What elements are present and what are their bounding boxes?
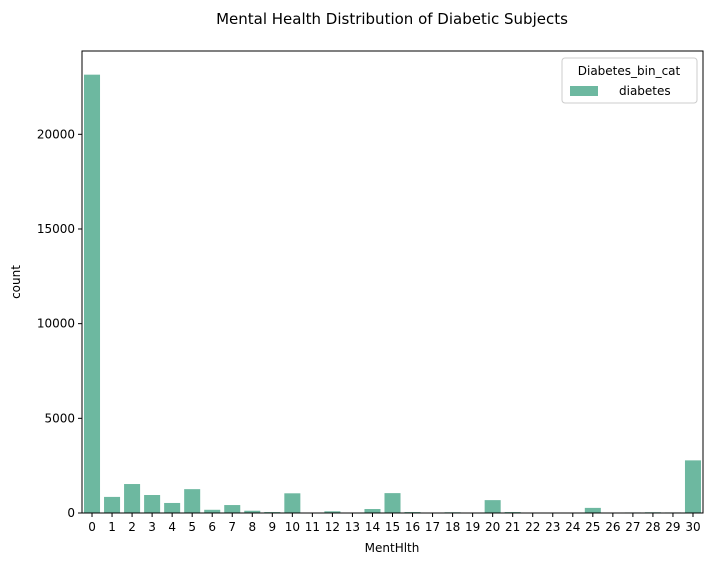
- chart-title: Mental Health Distribution of Diabetic S…: [216, 10, 568, 28]
- x-tick-label: 18: [445, 520, 460, 534]
- y-tick-label: 0: [67, 506, 75, 520]
- x-tick-label: 16: [405, 520, 420, 534]
- x-tick-label: 30: [685, 520, 700, 534]
- x-tick-label: 23: [545, 520, 560, 534]
- bar-1: [104, 496, 121, 513]
- legend-label-diabetes: diabetes: [619, 84, 671, 98]
- x-tick-label: 14: [365, 520, 380, 534]
- x-tick-label: 17: [425, 520, 440, 534]
- y-tick-label: 10000: [37, 317, 75, 331]
- y-axis-ticks: 0 5000 10000 15000 20000: [37, 127, 82, 520]
- bar-7: [224, 505, 241, 513]
- bar-14: [364, 509, 381, 513]
- bars-group: [84, 74, 701, 513]
- y-tick-label: 15000: [37, 222, 75, 236]
- bar-6: [204, 509, 221, 513]
- x-tick-label: 20: [485, 520, 500, 534]
- x-tick-label: 7: [228, 520, 236, 534]
- x-tick-label: 0: [88, 520, 96, 534]
- x-tick-label: 1: [108, 520, 116, 534]
- x-tick-label: 21: [505, 520, 520, 534]
- bar-0: [84, 74, 101, 513]
- x-tick-label: 3: [148, 520, 156, 534]
- bar-20: [484, 500, 501, 513]
- x-tick-label: 6: [208, 520, 216, 534]
- x-tick-label: 28: [645, 520, 660, 534]
- bar-8: [244, 510, 261, 513]
- x-tick-label: 29: [665, 520, 680, 534]
- bar-2: [124, 484, 141, 513]
- x-tick-label: 13: [345, 520, 360, 534]
- x-tick-label: 9: [268, 520, 276, 534]
- x-tick-label: 26: [605, 520, 620, 534]
- bar-10: [284, 493, 301, 513]
- y-axis-label: count: [9, 265, 23, 299]
- x-tick-label: 11: [305, 520, 320, 534]
- legend-swatch-diabetes: [570, 86, 598, 96]
- bar-5: [184, 489, 201, 513]
- bar-25: [584, 507, 601, 513]
- bar-3: [144, 495, 161, 513]
- x-axis-ticks: 0 1 2 3 4 5 6 7 8 9 10 11 12 13 14 15 16 17 18 19 20 21 22 23 24…: [88, 513, 701, 534]
- legend: Diabetes_bin_cat diabetes: [561, 57, 698, 104]
- x-tick-label: 10: [285, 520, 300, 534]
- x-tick-label: 27: [625, 520, 640, 534]
- legend-title: Diabetes_bin_cat: [578, 64, 681, 78]
- x-tick-label: 5: [188, 520, 196, 534]
- bar-30: [684, 460, 701, 513]
- x-tick-label: 2: [128, 520, 136, 534]
- x-tick-label: 8: [248, 520, 256, 534]
- x-axis-label: MentHlth: [365, 541, 420, 555]
- bar-4: [164, 502, 181, 513]
- x-tick-label: 15: [385, 520, 400, 534]
- bar-15: [384, 493, 401, 513]
- plot-frame: [81, 50, 704, 514]
- x-tick-label: 19: [465, 520, 480, 534]
- bar-12: [324, 511, 341, 513]
- x-tick-label: 24: [565, 520, 580, 534]
- x-tick-label: 25: [585, 520, 600, 534]
- x-tick-label: 4: [168, 520, 176, 534]
- y-tick-label: 5000: [44, 411, 75, 425]
- y-tick-label: 20000: [37, 127, 75, 141]
- x-tick-label: 22: [525, 520, 540, 534]
- x-tick-label: 12: [325, 520, 340, 534]
